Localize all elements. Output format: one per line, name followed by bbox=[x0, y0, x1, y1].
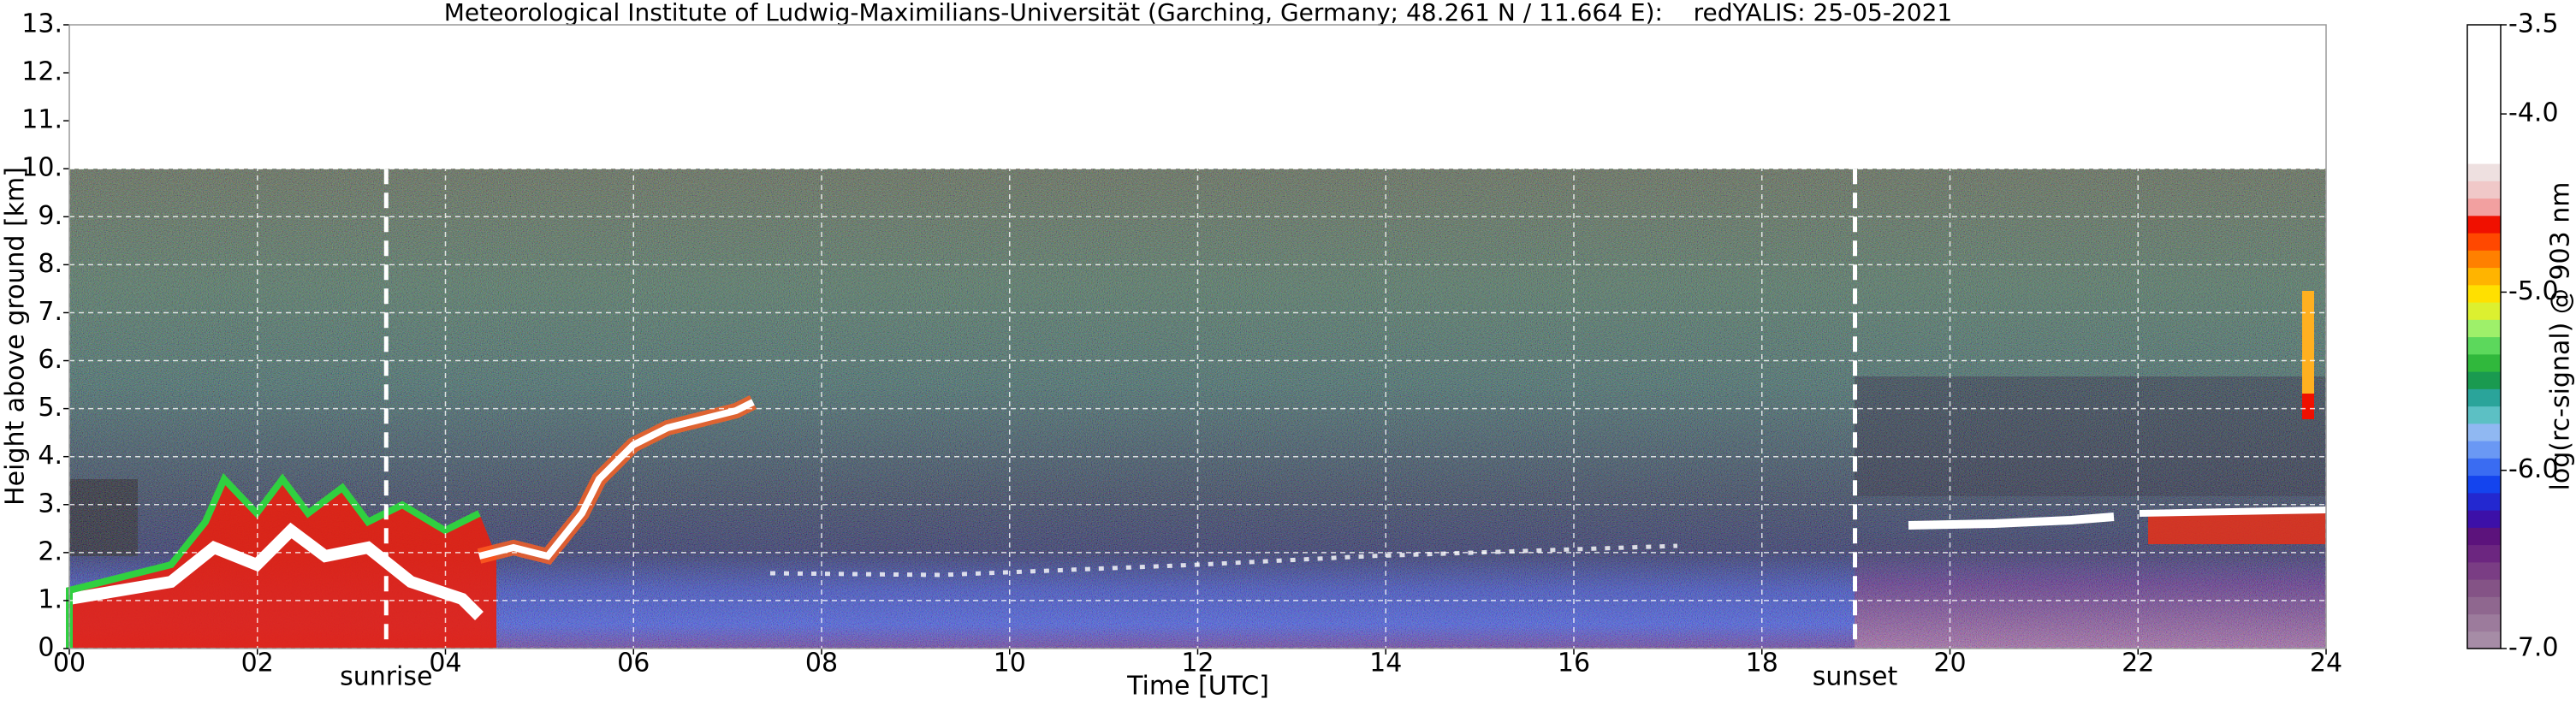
annotation-label: sunrise bbox=[340, 662, 432, 692]
colorbar-tick-label: -6.0 bbox=[2508, 454, 2559, 484]
colorbar-band bbox=[2467, 128, 2501, 147]
x-tick-label: 04 bbox=[429, 649, 461, 678]
colorbar-tick-label: -3.5 bbox=[2508, 9, 2559, 39]
y-tick-label: 4. bbox=[38, 441, 62, 471]
colorbar-band bbox=[2467, 181, 2501, 199]
y-tick-label: 3. bbox=[38, 489, 62, 518]
colorbar-band bbox=[2467, 163, 2501, 181]
colorbar-band bbox=[2467, 284, 2501, 303]
colorbar-tick-label: -5.0 bbox=[2508, 276, 2559, 306]
y-tick-label: 12. bbox=[21, 57, 62, 87]
y-tick-label: 9. bbox=[38, 201, 62, 231]
y-tick-label: 8. bbox=[38, 249, 62, 279]
colorbar-band bbox=[2467, 250, 2501, 269]
x-tick-label: 16 bbox=[1558, 649, 1590, 678]
annotation-label: sunset bbox=[1813, 662, 1898, 692]
colorbar-band bbox=[2467, 441, 2501, 459]
colorbar-band bbox=[2467, 145, 2501, 164]
y-tick-label: 1. bbox=[38, 584, 62, 614]
colorbar-band bbox=[2467, 111, 2501, 130]
colorbar-frame bbox=[2466, 24, 2502, 649]
late-cloud bbox=[2302, 291, 2314, 419]
x-tick-label: 24 bbox=[2310, 649, 2342, 678]
colorbar-band bbox=[2467, 492, 2501, 511]
plot-frame bbox=[68, 24, 2327, 649]
colorbar-band bbox=[2467, 371, 2501, 389]
colorbar-band bbox=[2467, 302, 2501, 320]
raster-texture bbox=[66, 169, 2327, 649]
x-tick-label: 22 bbox=[2122, 649, 2154, 678]
x-axis-label: Time [UTC] bbox=[1126, 672, 1269, 702]
colorbar: -3.5 -4.0 -5.0 -6.0 -7.0 bbox=[2466, 9, 2559, 663]
y-tick-label: 10. bbox=[21, 153, 62, 183]
colorbar-band bbox=[2467, 510, 2501, 528]
x-tick-label: 00 bbox=[53, 649, 86, 678]
colorbar-band bbox=[2467, 613, 2501, 632]
y-tick-label: 13. bbox=[21, 9, 62, 39]
colorbar-band bbox=[2467, 94, 2501, 112]
colorbar-label: log(rc-signal) @ 903 nm bbox=[2546, 182, 2576, 491]
y-tick-label: 0. bbox=[38, 633, 62, 663]
x-tick-label: 10 bbox=[994, 649, 1026, 678]
colorbar-band bbox=[2467, 319, 2501, 338]
colorbar-band bbox=[2467, 475, 2501, 494]
colorbar-band bbox=[2467, 527, 2501, 546]
rising-layer-core bbox=[478, 399, 755, 560]
x-tick-label: 08 bbox=[805, 649, 838, 678]
colorbar-band bbox=[2467, 336, 2501, 355]
y-axis-label: Height above ground [km] bbox=[1, 167, 31, 506]
colorbar-band bbox=[2467, 267, 2501, 286]
colorbar-band bbox=[2467, 406, 2501, 424]
morning-layer-core bbox=[68, 522, 484, 620]
colorbar-band bbox=[2467, 42, 2501, 61]
colorbar-band bbox=[2467, 233, 2501, 251]
axes: 00 02 04 06 08 10 12 14 16 18 20 22 24 0. 1. 2. 3. 4. 5. 6.… bbox=[21, 9, 2342, 678]
colorbar-band bbox=[2467, 423, 2501, 441]
colorbar-band bbox=[2467, 25, 2501, 43]
x-tick-label: 20 bbox=[1933, 649, 1966, 678]
x-tick-label: 02 bbox=[241, 649, 274, 678]
colorbar-band bbox=[2467, 631, 2501, 649]
colorbar-band bbox=[2467, 388, 2501, 407]
colorbar-band bbox=[2467, 596, 2501, 615]
colorbar-band bbox=[2467, 458, 2501, 477]
colorbar-band bbox=[2467, 198, 2501, 216]
raster-layer bbox=[66, 169, 2327, 649]
annotations: sunrise sunset bbox=[340, 169, 1898, 692]
morning-layer bbox=[69, 479, 496, 649]
colorbar-band bbox=[2467, 353, 2501, 372]
colorbar-band bbox=[2467, 544, 2501, 563]
chart-title: Meteorological Institute of Ludwig-Maxim… bbox=[444, 0, 1952, 27]
x-tick-label: 14 bbox=[1369, 649, 1402, 678]
evening-layer bbox=[1908, 512, 2115, 530]
grid bbox=[68, 24, 2327, 649]
x-tick-label: 12 bbox=[1181, 649, 1214, 678]
late-cloud-core bbox=[2302, 394, 2314, 419]
colorbar-tick-label: -4.0 bbox=[2508, 98, 2559, 128]
y-tick-label: 11. bbox=[21, 105, 62, 135]
evening-layer-top bbox=[2139, 507, 2327, 517]
y-tick-label: 6. bbox=[38, 345, 62, 375]
y-tick-label: 7. bbox=[38, 297, 62, 327]
y-tick-label: 2. bbox=[38, 536, 62, 566]
colorbar-band bbox=[2467, 59, 2501, 78]
colorbar-band bbox=[2467, 579, 2501, 597]
y-tick-label: 5. bbox=[38, 393, 62, 423]
x-tick-label: 18 bbox=[1746, 649, 1778, 678]
colorbar-band bbox=[2467, 561, 2501, 580]
x-tick-label: 06 bbox=[617, 649, 650, 678]
colorbar-band bbox=[2467, 76, 2501, 95]
colorbar-tick-label: -7.0 bbox=[2508, 633, 2559, 663]
colorbar-band bbox=[2467, 215, 2501, 234]
